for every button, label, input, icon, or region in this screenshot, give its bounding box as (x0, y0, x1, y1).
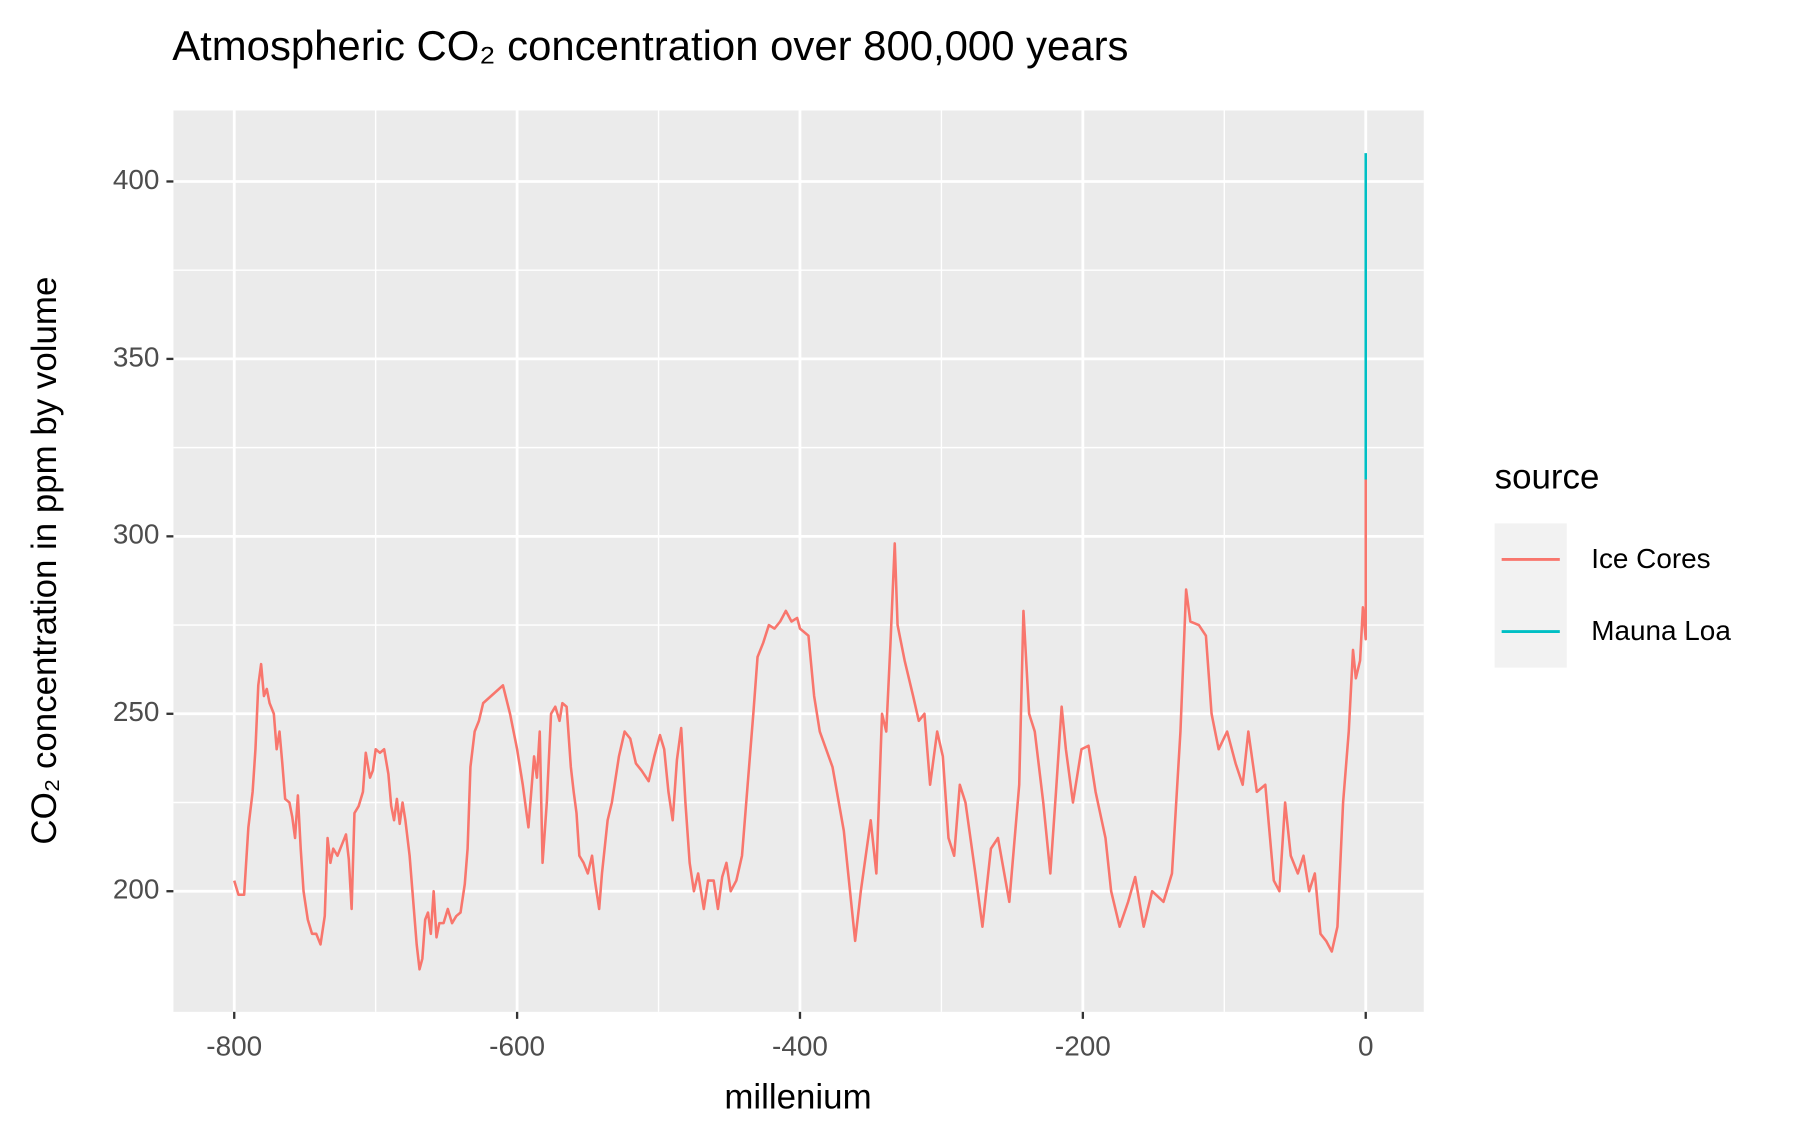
x-tick-label: -600 (489, 1030, 545, 1061)
x-tick-label: -400 (772, 1030, 828, 1061)
x-tick-label: -200 (1055, 1030, 1111, 1061)
legend-label: Ice Cores (1591, 543, 1710, 574)
legend-label: Mauna Loa (1591, 615, 1731, 646)
x-tick-label: 0 (1358, 1030, 1374, 1061)
legend-title: source (1495, 457, 1600, 496)
y-tick-label: 350 (113, 341, 160, 372)
chart-title: Atmospheric CO₂ concentration over 800,0… (172, 22, 1128, 69)
panel-background (173, 110, 1424, 1012)
y-axis-title: CO₂ concentration in ppm by volume (25, 277, 64, 845)
y-tick-label: 250 (113, 696, 160, 727)
axes: -800 -600 -400 -200 0 200 250 300 350 400 (113, 164, 1374, 1061)
y-tick-label: 400 (113, 164, 160, 195)
x-axis-title: millenium (724, 1077, 871, 1116)
plot-lines (233, 153, 1368, 971)
legend: source Ice Cores Mauna Loa (1494, 457, 1731, 668)
y-tick-label: 300 (113, 519, 160, 550)
series-line (233, 479, 1368, 971)
x-tick-label: -800 (206, 1030, 262, 1061)
y-tick-label: 200 (113, 874, 160, 905)
